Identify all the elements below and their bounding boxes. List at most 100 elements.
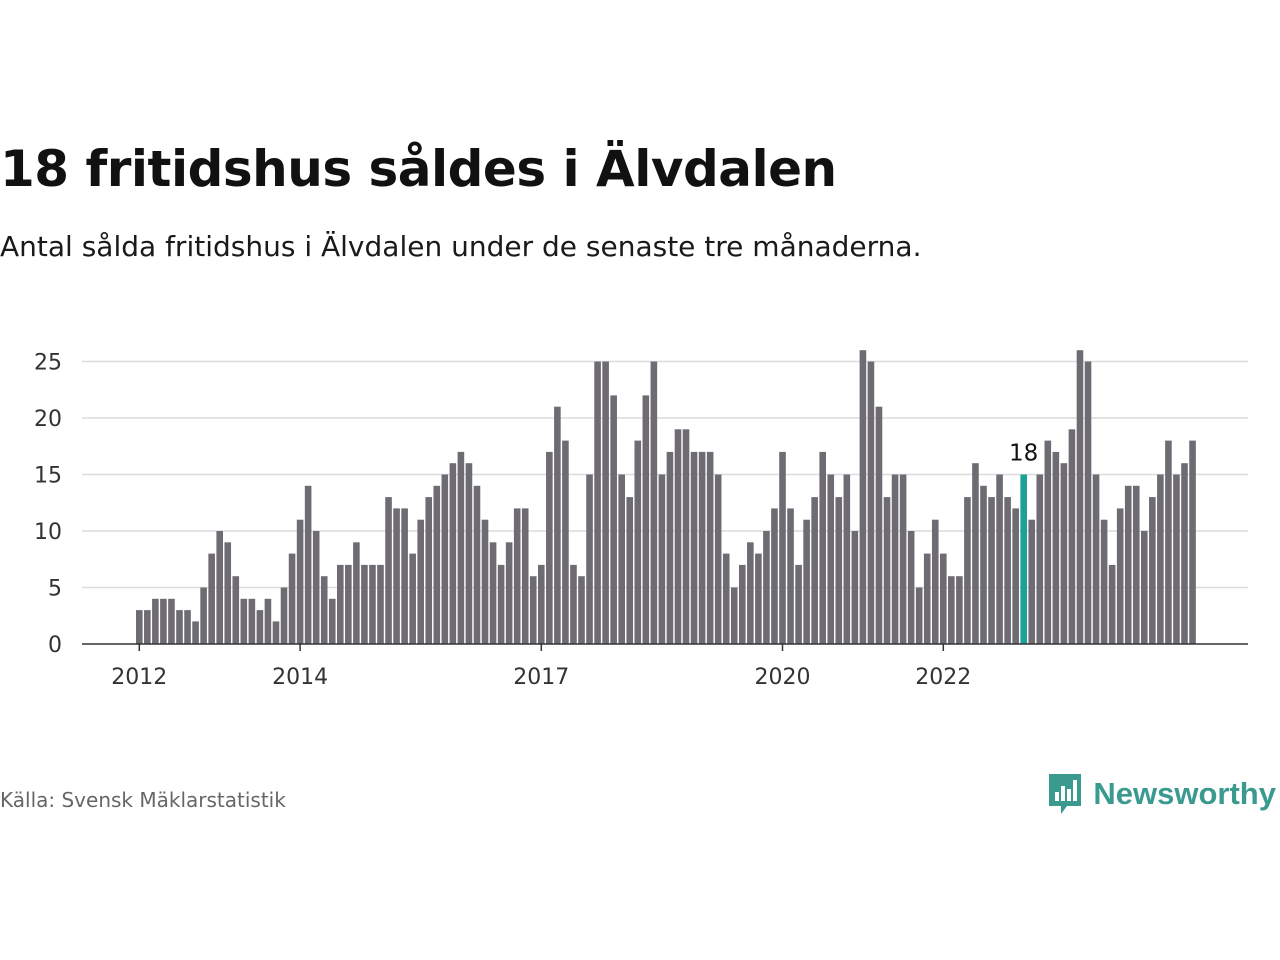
chart-subtitle: Antal sålda fritidshus i Älvdalen under … — [0, 230, 922, 263]
bar — [160, 598, 167, 644]
bar — [730, 587, 738, 644]
bar — [867, 361, 875, 644]
bar — [642, 395, 650, 644]
bar — [787, 508, 794, 644]
x-tick-label: 2017 — [513, 665, 569, 690]
bar — [304, 485, 312, 644]
bar — [385, 497, 392, 644]
bar — [771, 508, 778, 644]
bar — [393, 508, 400, 644]
bar — [481, 519, 489, 644]
bar — [706, 451, 714, 644]
bar — [779, 451, 786, 644]
bar — [497, 564, 505, 644]
brand-name: Newsworthy — [1093, 776, 1276, 811]
bar — [747, 542, 754, 644]
data-label-latest: 18 — [1009, 441, 1038, 467]
bar — [296, 519, 304, 644]
bar — [739, 564, 746, 644]
bar — [152, 598, 159, 644]
y-tick-label: 0 — [48, 633, 62, 658]
bar — [417, 519, 424, 644]
bar — [546, 451, 553, 644]
bar — [513, 508, 521, 644]
bar — [1092, 474, 1100, 644]
bar — [1068, 429, 1076, 644]
bar — [473, 485, 481, 644]
bar — [328, 598, 336, 644]
bar — [1036, 474, 1044, 644]
bar — [184, 610, 191, 644]
bar — [859, 350, 867, 644]
bar — [1165, 440, 1172, 644]
bar — [1108, 564, 1116, 644]
bar — [457, 451, 465, 644]
bar — [674, 429, 682, 644]
bar — [248, 598, 256, 644]
bar — [1044, 440, 1052, 644]
bar — [1132, 485, 1140, 644]
bar — [441, 474, 449, 644]
brand-logo: Newsworthy — [1047, 772, 1276, 816]
bar — [586, 474, 593, 644]
chart-title: 18 fritidshus såldes i Älvdalen — [0, 140, 837, 198]
bar — [320, 576, 328, 644]
bar — [851, 531, 859, 644]
bar — [682, 429, 690, 644]
bar — [288, 553, 296, 644]
bar — [923, 553, 931, 644]
bar — [843, 474, 851, 644]
bar — [224, 542, 232, 644]
bar — [570, 564, 577, 644]
bar — [658, 474, 666, 644]
bar — [369, 564, 376, 644]
bar — [690, 451, 698, 644]
bar-chart: 0 5 10 15 20 25 2012 2014 2017 2020 2022 18 — [34, 350, 1248, 690]
bar — [755, 553, 762, 644]
bar — [489, 542, 497, 644]
y-tick-label: 25 — [34, 351, 62, 376]
bar — [698, 451, 706, 644]
bar — [940, 553, 947, 644]
bar — [176, 610, 183, 644]
bar — [1173, 474, 1180, 644]
x-tick-label: 2020 — [755, 665, 811, 690]
bar — [505, 542, 513, 644]
bar — [337, 564, 344, 644]
bar — [554, 406, 561, 644]
bar — [602, 361, 609, 644]
y-tick-label: 20 — [34, 407, 62, 432]
bar — [240, 598, 248, 644]
bar — [835, 497, 843, 644]
bar — [425, 497, 433, 644]
bar — [594, 361, 601, 644]
bar — [312, 531, 320, 644]
bar — [1189, 440, 1196, 644]
bar — [827, 474, 835, 644]
bar — [610, 395, 617, 644]
bar — [1149, 497, 1156, 644]
bar — [280, 587, 288, 644]
bar — [1181, 463, 1188, 644]
bar — [795, 564, 802, 644]
bar — [626, 497, 634, 644]
bar — [883, 497, 891, 644]
bar — [666, 451, 674, 644]
bar — [988, 497, 995, 644]
bar-highlight — [1020, 474, 1027, 644]
bar — [529, 576, 537, 644]
bar — [891, 474, 899, 644]
bar-chart-speech-bubble-icon — [1049, 774, 1082, 814]
bar — [208, 553, 215, 644]
bar — [618, 474, 625, 644]
bar — [956, 576, 963, 644]
bar — [1060, 463, 1068, 644]
y-tick-label: 15 — [34, 464, 62, 489]
bar — [1028, 519, 1036, 644]
bar — [136, 610, 143, 644]
bar — [1052, 451, 1060, 644]
x-tick-label: 2022 — [915, 665, 971, 690]
bar — [465, 463, 473, 644]
bar — [264, 598, 272, 644]
bar — [401, 508, 408, 644]
